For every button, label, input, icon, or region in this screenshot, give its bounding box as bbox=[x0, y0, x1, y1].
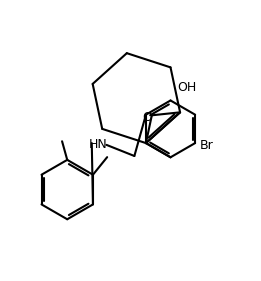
Text: OH: OH bbox=[177, 81, 196, 94]
Text: O: O bbox=[142, 111, 152, 124]
Text: HN: HN bbox=[89, 138, 108, 151]
Text: Br: Br bbox=[200, 139, 213, 152]
